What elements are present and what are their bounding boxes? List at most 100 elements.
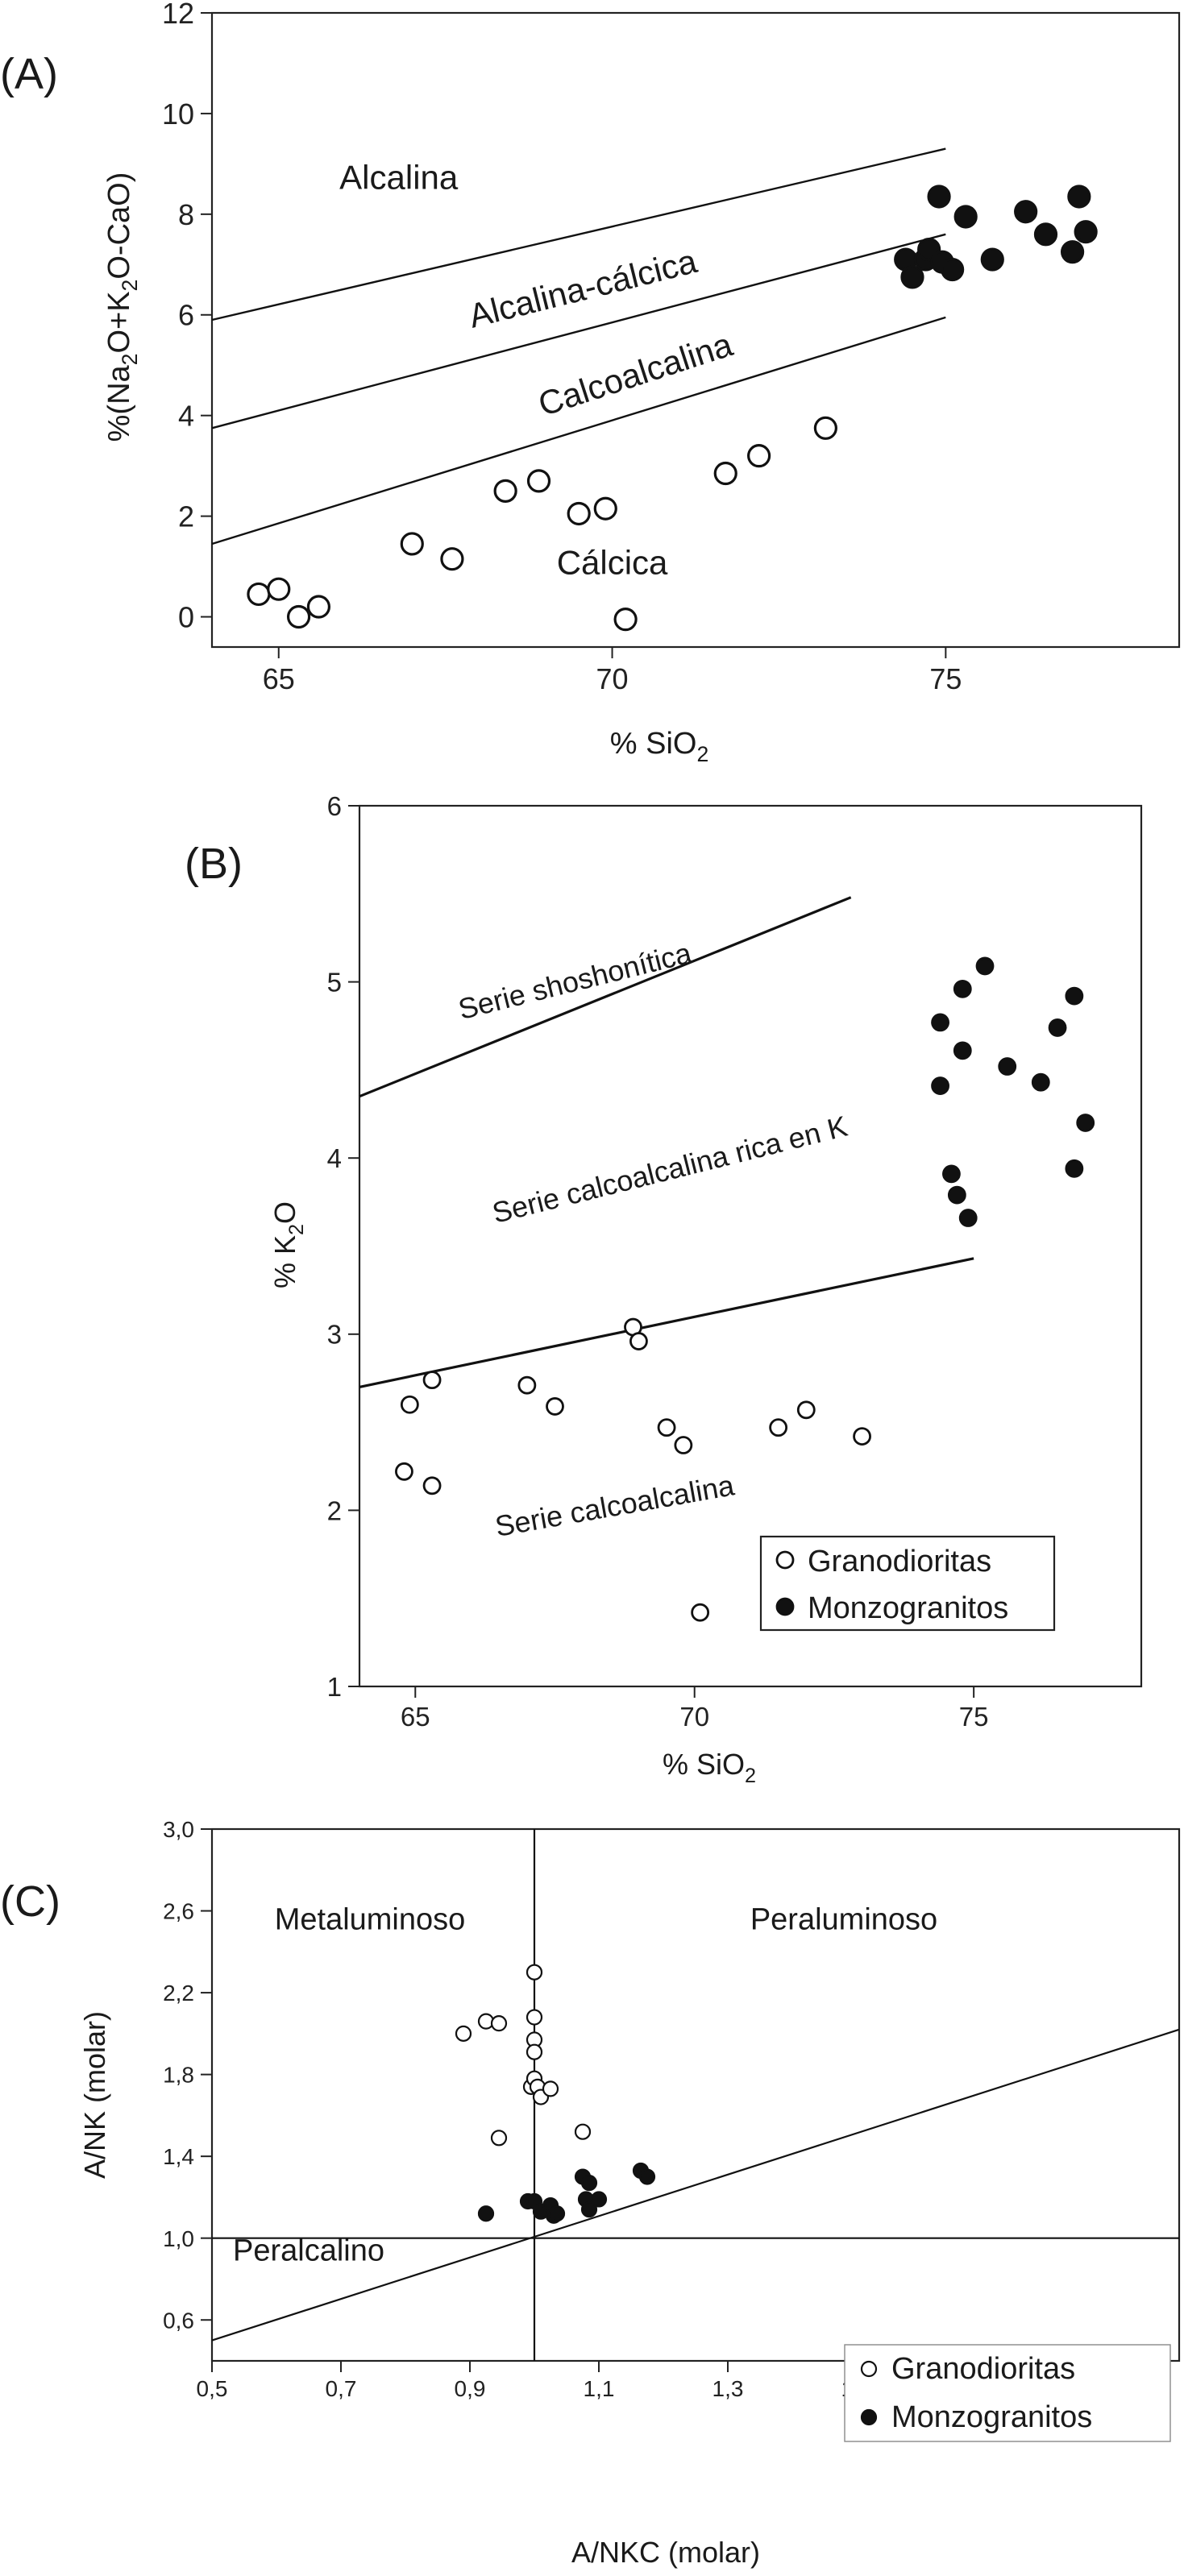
- monzogranito-point: [947, 1185, 966, 1205]
- y-tick-label: 8: [178, 198, 194, 231]
- x-tick-label: 0,5: [197, 2376, 228, 2401]
- legend: Granodioritas Monzogranitos: [844, 2344, 1171, 2442]
- granodiorita-point: [747, 444, 771, 468]
- granodiorita-point: [613, 608, 638, 632]
- legend-marker: [775, 1550, 795, 1570]
- legend-marker: [860, 2408, 878, 2426]
- monzogranito-point: [1048, 1018, 1067, 1037]
- y-axis-label: A/NK (molar): [78, 2011, 111, 2179]
- region-label: Calcoalcalina: [534, 325, 737, 423]
- region-label: Peralcalino: [233, 2234, 384, 2268]
- monzogranito-point: [927, 185, 951, 209]
- granodiorita-point: [247, 582, 271, 607]
- granodiorita-point: [574, 2123, 592, 2140]
- monzogranito-point: [975, 956, 995, 976]
- x-tick-label: 0,7: [326, 2376, 357, 2401]
- y-tick-label: 2,6: [163, 1899, 194, 1924]
- region-label: Cálcica: [557, 543, 668, 581]
- y-tick-label: 2: [178, 500, 194, 533]
- x-tick-label: 1,1: [584, 2376, 615, 2401]
- monzogranito-point: [953, 205, 978, 229]
- granodiorita-point: [713, 461, 737, 486]
- monzogranito-point: [931, 1013, 949, 1032]
- granodiorita-point: [440, 547, 464, 571]
- y-tick-label: 4: [327, 1143, 342, 1173]
- granodiorita-point: [526, 1964, 543, 1981]
- granodiorita-point: [490, 2015, 508, 2032]
- y-tick-label: 1,8: [163, 2063, 194, 2088]
- granodiorita-point: [567, 501, 591, 526]
- granodiorita-point: [400, 1395, 419, 1414]
- monzogranito-point: [942, 1164, 961, 1184]
- x-tick-label: 0,9: [455, 2376, 486, 2401]
- granodiorita-point: [657, 1418, 676, 1437]
- legend-label: Monzogranitos: [808, 1591, 1008, 1625]
- monzogranito-point: [1014, 200, 1038, 224]
- y-tick-label: 1,4: [163, 2144, 194, 2169]
- legend-box: [759, 1535, 1056, 1632]
- granodiorita-point: [517, 1375, 537, 1395]
- plot-frame: [210, 1827, 1181, 2362]
- monzogranito-point: [998, 1057, 1017, 1076]
- boundary-line: [211, 233, 946, 429]
- monzogranito-point: [548, 2205, 566, 2222]
- granodiorita-point: [422, 1476, 442, 1495]
- y-tick-label: 6: [178, 299, 194, 332]
- monzogranito-point: [1067, 185, 1091, 209]
- panel-label: (C): [0, 1877, 60, 1926]
- region-label: Peraluminoso: [750, 1902, 937, 1936]
- monzogranito-point: [638, 2168, 656, 2185]
- granodiorita-point: [493, 479, 517, 503]
- y-tick-label: 0: [178, 600, 194, 633]
- monzogranito-point: [1060, 240, 1085, 264]
- legend: Granodioritas Monzogranitos: [759, 1535, 1056, 1632]
- y-tick-label: 2: [327, 1495, 342, 1525]
- granodiorita-point: [769, 1418, 788, 1437]
- x-axis-label: % SiO2: [663, 1748, 756, 1787]
- granodiorita-point: [593, 496, 617, 521]
- region-label: Serie calcoalcalina rica en K: [489, 1110, 851, 1230]
- monzogranito-point: [1076, 1114, 1095, 1132]
- y-tick-label: 10: [162, 97, 194, 131]
- granodiorita-point: [490, 2130, 508, 2147]
- panel-b: (B) 65 70 75 1 2 3 4 5 6 Serie shoshonítica Serie c…: [185, 791, 1143, 1787]
- plot-frame: [358, 804, 1143, 1688]
- granodiorita-point: [813, 416, 837, 440]
- legend-marker: [860, 2360, 878, 2378]
- granodiorita-point: [395, 1462, 413, 1481]
- y-tick-label: 2,2: [163, 1981, 194, 2006]
- monzogranito-point: [1033, 222, 1058, 247]
- y-axis-label: %(Na2O+K2O-CaO): [102, 172, 142, 442]
- y-tick-label: 1,0: [163, 2226, 194, 2251]
- granodiorita-point: [286, 604, 311, 629]
- boundary-line: [211, 316, 946, 545]
- granodiorita-point: [542, 2080, 559, 2097]
- granodiorita-point: [455, 2025, 472, 2042]
- x-tick-label: 70: [679, 1702, 709, 1732]
- panel-label: (A): [0, 50, 58, 98]
- granodiorita-point: [422, 1371, 442, 1390]
- y-tick-label: 4: [178, 400, 194, 433]
- granodiorita-point: [546, 1397, 564, 1416]
- x-tick-label: 1,3: [712, 2376, 744, 2401]
- x-tick-label: 70: [596, 662, 629, 695]
- granodiorita-point: [674, 1436, 693, 1454]
- boundary-line: [359, 1257, 974, 1388]
- monzogranito-point: [580, 2175, 598, 2192]
- granodiorita-point: [691, 1603, 710, 1622]
- y-axis-label: % K2O: [268, 1201, 308, 1288]
- monzogranito-point: [953, 979, 972, 998]
- monzogranito-point: [1065, 1159, 1084, 1178]
- y-tick-label: 3,0: [163, 1817, 194, 1842]
- granodiorita-point: [796, 1400, 816, 1420]
- x-axis-label: % SiO2: [610, 727, 709, 766]
- panel-c: (C)0,50,70,91,11,31,51,71,90,61,01,41,82…: [0, 1817, 1181, 2569]
- granodiorita-point: [853, 1427, 871, 1446]
- x-tick-label: 75: [929, 662, 962, 695]
- y-tick-label: 6: [327, 791, 342, 821]
- boundary-line: [211, 2028, 1180, 2342]
- monzogranito-point: [941, 257, 965, 282]
- monzogranito-point: [1074, 220, 1098, 244]
- monzogranito-point: [953, 1041, 972, 1060]
- granodiorita-point: [306, 595, 331, 619]
